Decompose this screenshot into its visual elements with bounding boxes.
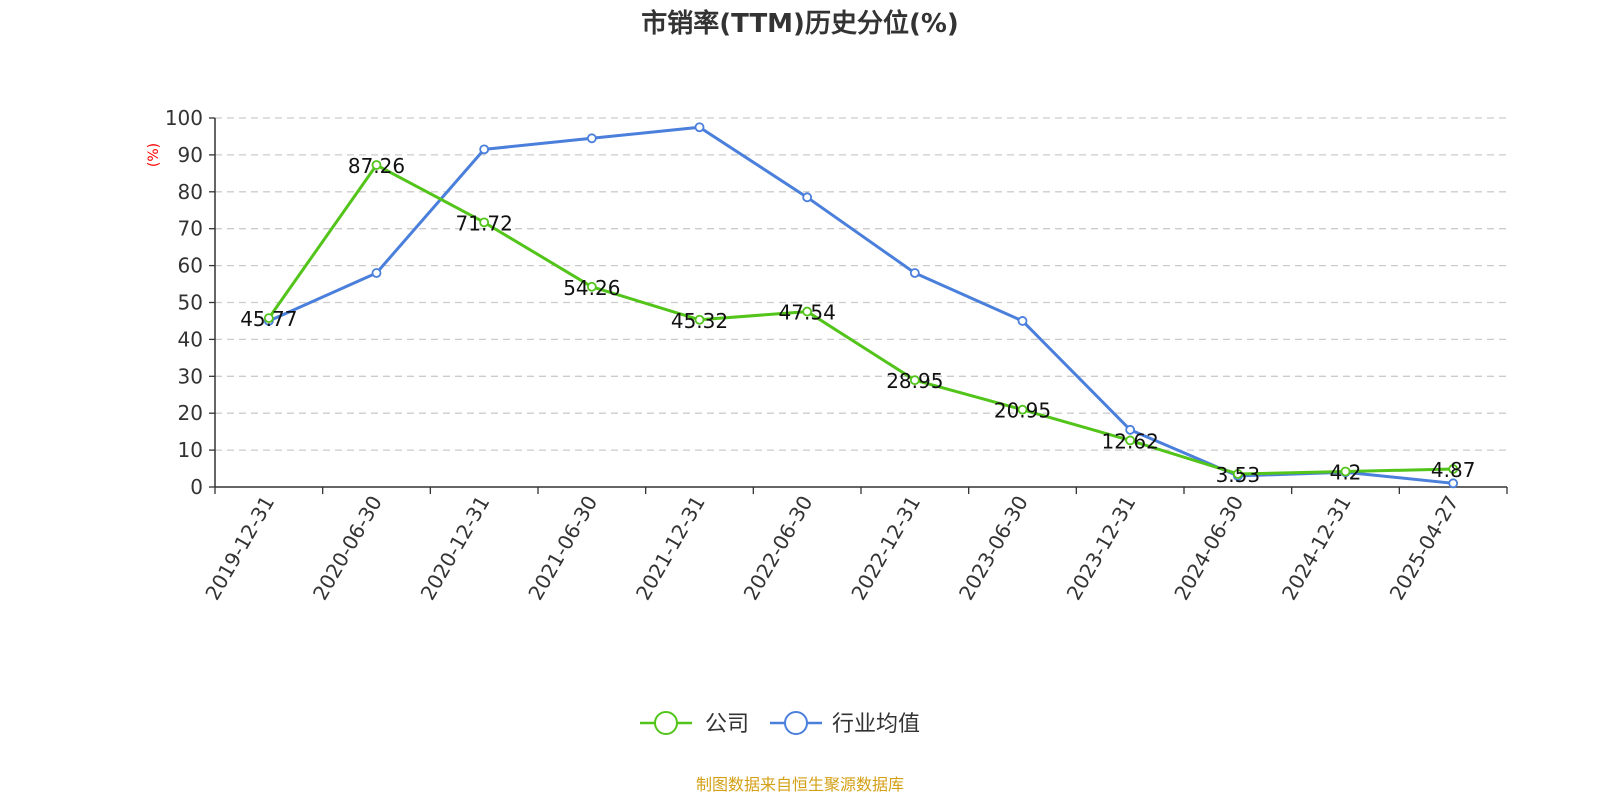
series-point[interactable] (1340, 466, 1351, 477)
series-point[interactable] (371, 160, 382, 170)
grid-lines (215, 117, 1507, 451)
legend-item[interactable]: 行业均值 (770, 711, 920, 737)
x-tick-label: 2024-12-31 (1277, 492, 1356, 605)
data-label: 4.87 (1431, 458, 1476, 482)
series-point[interactable] (1448, 478, 1459, 489)
legend-item[interactable]: 公司 (640, 711, 749, 737)
data-label: 28.95 (886, 369, 943, 393)
data-label: 71.72 (456, 211, 513, 235)
x-tick-label: 2021-12-31 (631, 492, 710, 605)
series-point[interactable] (1125, 435, 1136, 446)
x-tick-label: 2025-04-27 (1385, 492, 1464, 605)
chart-title: 市销率(TTM)历史分位(%) (641, 8, 959, 39)
data-label: 45.32 (671, 309, 728, 333)
series-point[interactable] (909, 268, 920, 278)
series-point[interactable] (586, 133, 597, 144)
series-point[interactable] (1232, 469, 1243, 479)
legend-circle-icon (784, 711, 808, 735)
series-point[interactable] (371, 268, 382, 278)
series-point[interactable] (802, 192, 813, 203)
y-axis-label: (%) (146, 143, 162, 167)
y-tick-label: 30 (178, 364, 203, 388)
x-tick-label: 2024-06-30 (1169, 492, 1248, 605)
y-tick-label: 100 (165, 106, 203, 130)
series-point[interactable] (1017, 316, 1028, 326)
x-tick-label: 2020-06-30 (308, 492, 387, 605)
data-label: 20.95 (994, 399, 1051, 423)
series-point[interactable] (694, 122, 705, 133)
series-point[interactable] (802, 306, 813, 317)
y-tick-label: 0 (190, 475, 203, 499)
series-point[interactable] (694, 314, 705, 325)
y-tick-label: 60 (178, 254, 203, 278)
series-point[interactable] (909, 375, 920, 386)
x-tick-label: 2020-12-31 (416, 491, 495, 604)
x-tick-label: 2022-06-30 (739, 492, 818, 605)
series-point[interactable] (479, 144, 490, 155)
series-point[interactable] (1448, 464, 1459, 474)
data-label: 87.26 (348, 154, 405, 178)
series-point[interactable] (1017, 404, 1028, 415)
series-point[interactable] (263, 313, 274, 324)
y-tick-label: 80 (178, 180, 203, 204)
x-tick-label: 2023-12-31 (1062, 492, 1141, 605)
data-labels: 45.77 87.26 71.72 54.26 45.32 47.54 28.95 20.95… (240, 154, 1475, 487)
y-tick-label: 40 (178, 327, 203, 351)
data-label: 45.77 (240, 307, 297, 331)
x-tick-label: 2022-12-31 (846, 491, 925, 604)
legend-label: 公司 (705, 712, 749, 737)
y-tick-label: 90 (178, 143, 203, 167)
data-label: 4.2 (1330, 461, 1362, 485)
source-note: 制图数据来自恒生聚源数据库 (696, 775, 904, 794)
y-tick-label: 10 (178, 438, 203, 462)
data-label: 12.62 (1102, 429, 1159, 453)
series-line (267, 163, 1454, 476)
data-label: 3.53 (1216, 463, 1261, 487)
series-point[interactable] (479, 217, 490, 228)
series-layer (263, 122, 1459, 489)
legend-circle-icon (654, 711, 678, 735)
y-tick-label: 20 (178, 401, 203, 425)
legend-label: 行业均值 (832, 712, 920, 737)
legend[interactable]: 公司 行业均值 (640, 711, 920, 737)
x-tick-label: 2023-06-30 (954, 492, 1033, 605)
series-line (268, 125, 1454, 485)
x-tick-label: 2019-12-31 (200, 492, 279, 605)
data-label: 47.54 (779, 301, 836, 325)
x-tick-label: 2021-06-30 (523, 492, 602, 605)
y-tick-label: 70 (178, 217, 203, 241)
y-tick-label: 50 (178, 291, 203, 315)
data-label: 54.26 (563, 276, 620, 300)
series-point[interactable] (1125, 424, 1136, 435)
series-point[interactable] (586, 281, 597, 292)
